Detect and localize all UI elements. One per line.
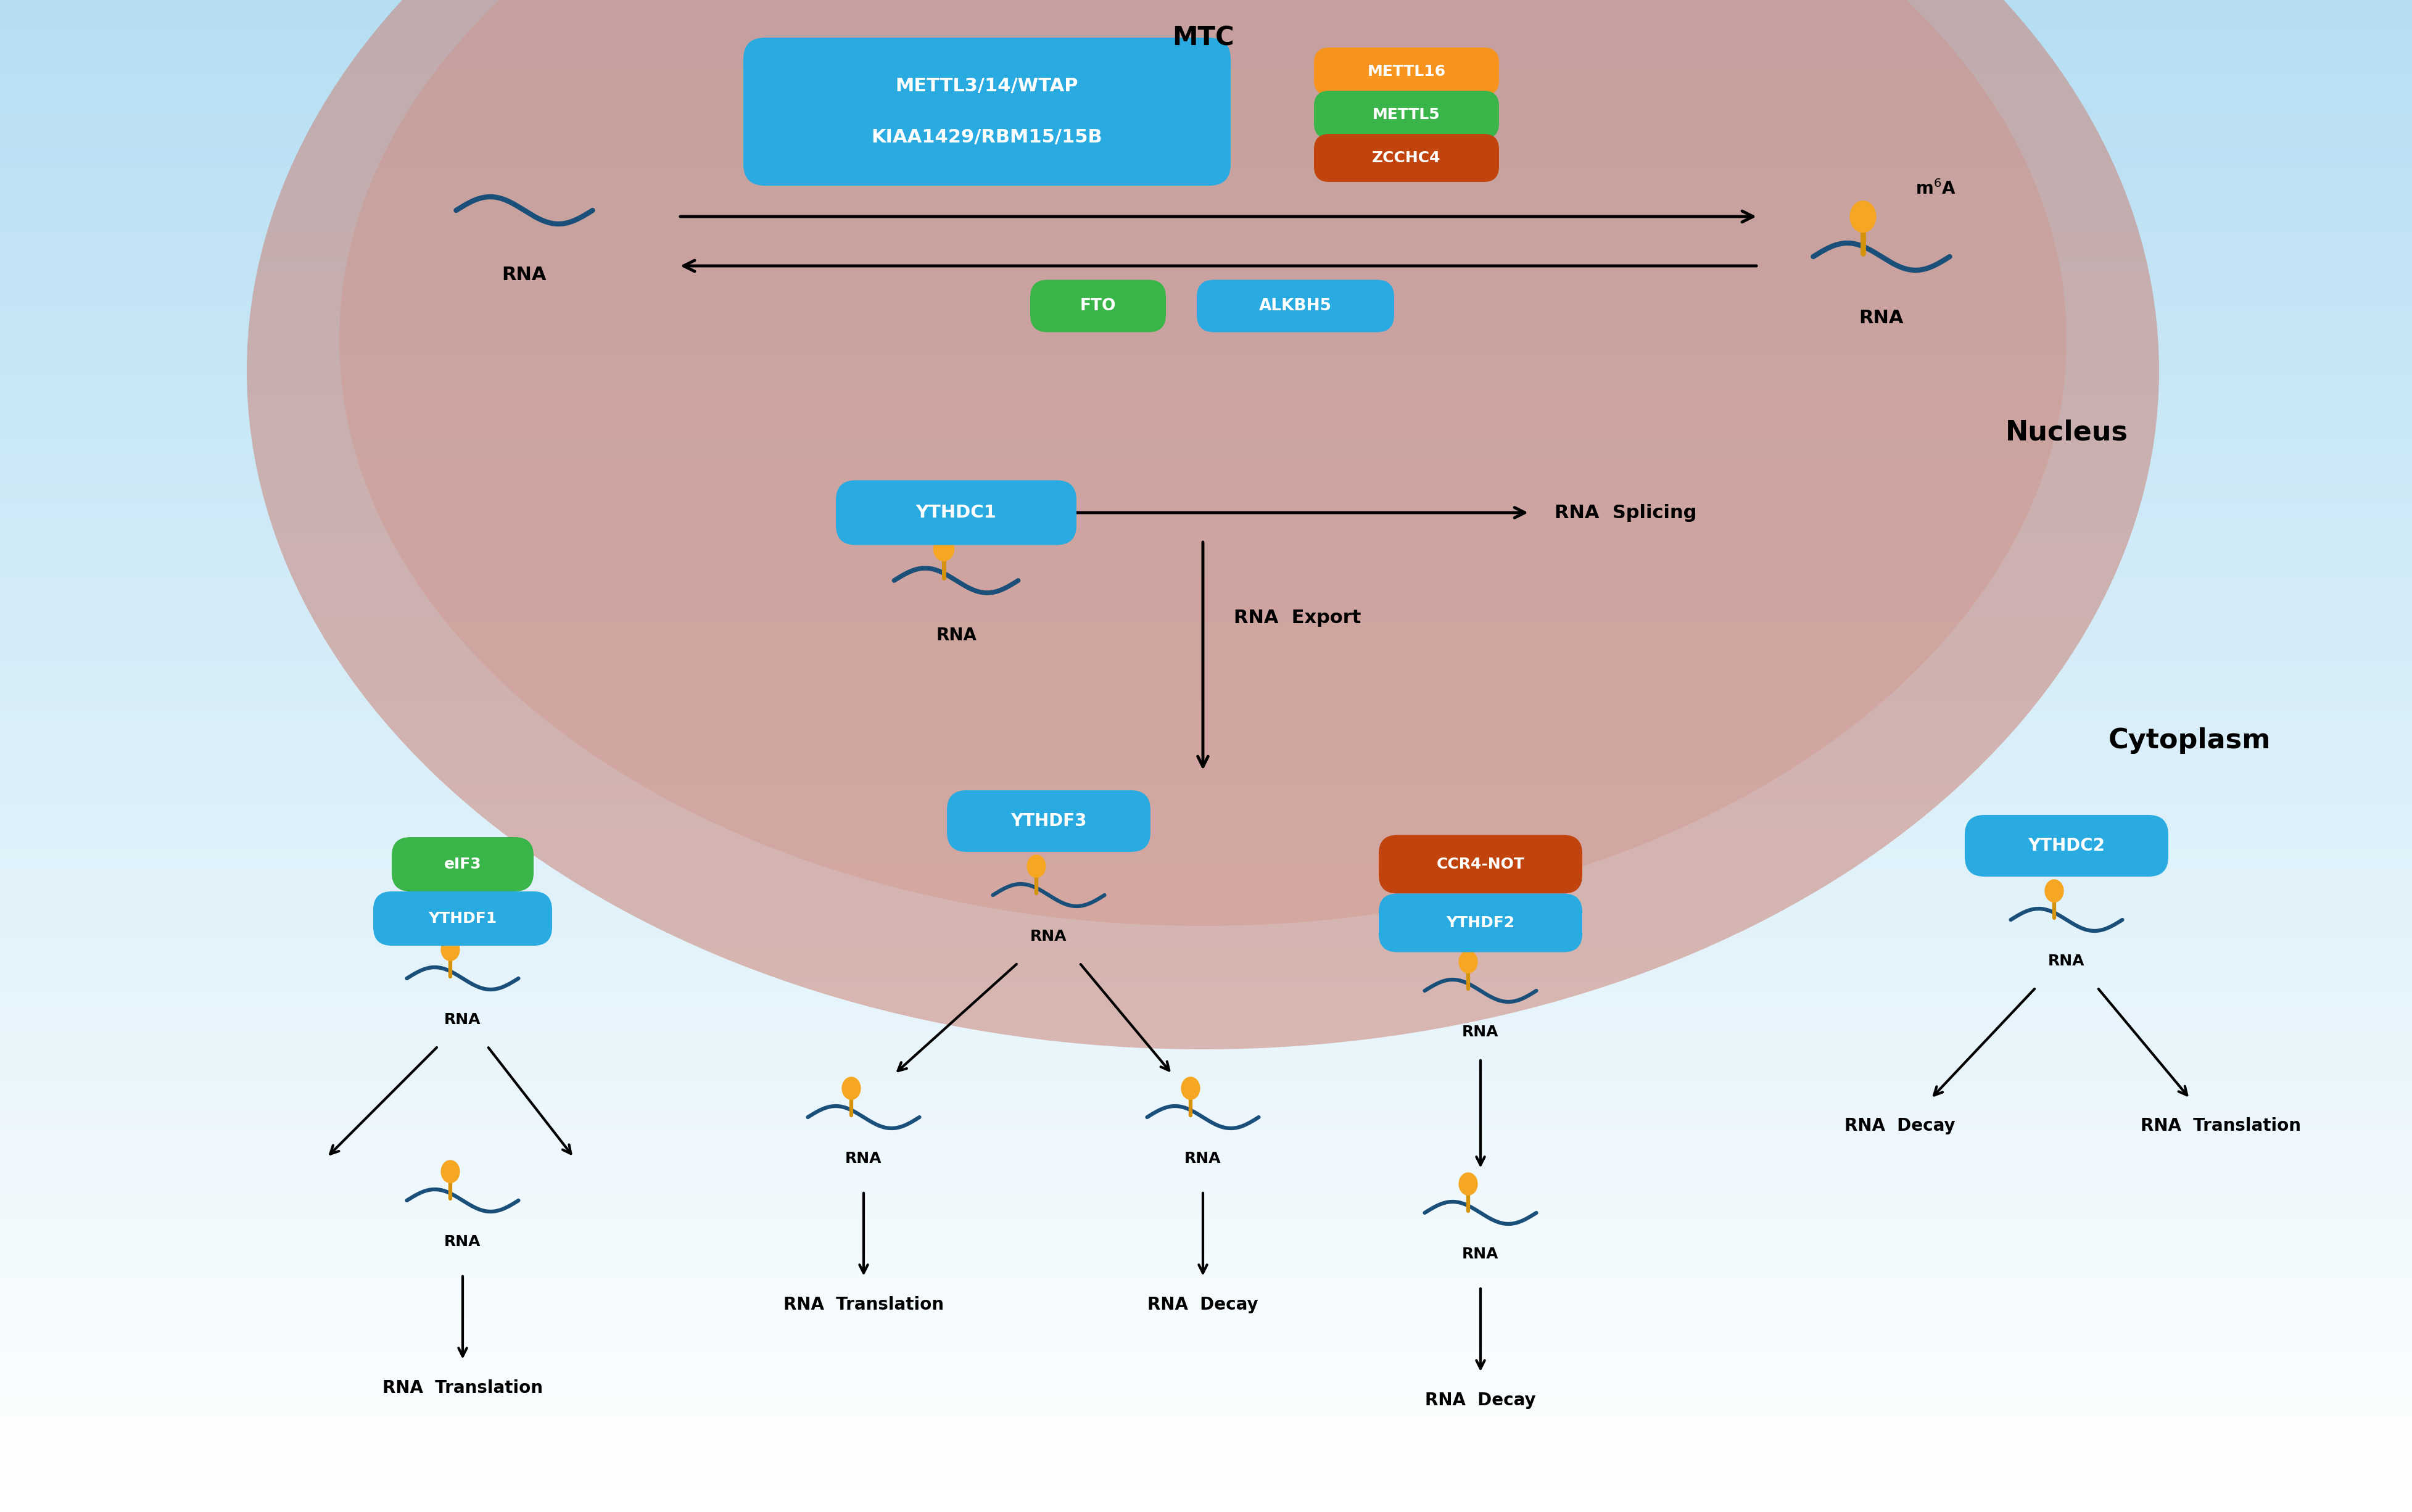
Text: RNA  Splicing: RNA Splicing <box>1556 503 1696 522</box>
Ellipse shape <box>1850 201 1877 233</box>
Ellipse shape <box>246 0 2159 1049</box>
Text: eIF3: eIF3 <box>444 857 482 871</box>
Text: CCR4-NOT: CCR4-NOT <box>1438 857 1524 871</box>
Text: RNA: RNA <box>1462 1025 1498 1039</box>
Text: RNA  Translation: RNA Translation <box>784 1296 943 1314</box>
FancyBboxPatch shape <box>1380 894 1582 953</box>
Text: RNA: RNA <box>936 627 977 644</box>
FancyBboxPatch shape <box>1315 135 1498 181</box>
Text: RNA: RNA <box>502 266 548 284</box>
Text: RNA: RNA <box>444 1013 480 1027</box>
FancyBboxPatch shape <box>1315 91 1498 139</box>
Text: RNA  Translation: RNA Translation <box>384 1379 543 1397</box>
Text: RNA: RNA <box>1462 1247 1498 1261</box>
Ellipse shape <box>441 937 461 962</box>
Text: ALKBH5: ALKBH5 <box>1259 298 1331 314</box>
Text: RNA  Decay: RNA Decay <box>1425 1391 1536 1409</box>
FancyBboxPatch shape <box>948 791 1151 851</box>
FancyBboxPatch shape <box>743 38 1230 186</box>
Text: RNA: RNA <box>1030 928 1066 943</box>
Ellipse shape <box>1459 1172 1479 1196</box>
Ellipse shape <box>340 0 2067 925</box>
Text: Cytoplasm: Cytoplasm <box>2108 727 2272 754</box>
Text: RNA: RNA <box>844 1151 883 1166</box>
Text: ZCCHC4: ZCCHC4 <box>1372 151 1440 165</box>
Text: METTL5: METTL5 <box>1372 107 1440 122</box>
Ellipse shape <box>2045 880 2065 903</box>
Text: RNA: RNA <box>1860 308 1903 327</box>
FancyBboxPatch shape <box>374 892 552 945</box>
Text: RNA: RNA <box>2048 954 2084 969</box>
FancyBboxPatch shape <box>1966 815 2168 877</box>
Ellipse shape <box>1459 950 1479 974</box>
FancyBboxPatch shape <box>837 481 1076 544</box>
FancyBboxPatch shape <box>1030 280 1165 333</box>
Text: RNA: RNA <box>444 1234 480 1249</box>
Text: m$^6$A: m$^6$A <box>1915 180 1956 198</box>
Text: YTHDF2: YTHDF2 <box>1447 915 1515 930</box>
Ellipse shape <box>842 1077 861 1099</box>
Text: RNA: RNA <box>1184 1151 1220 1166</box>
FancyBboxPatch shape <box>1196 280 1394 333</box>
Text: YTHDF1: YTHDF1 <box>429 912 497 925</box>
Ellipse shape <box>1028 854 1047 878</box>
Text: RNA  Translation: RNA Translation <box>2139 1117 2301 1134</box>
FancyBboxPatch shape <box>1380 835 1582 894</box>
Ellipse shape <box>933 535 955 561</box>
Ellipse shape <box>1182 1077 1201 1099</box>
FancyBboxPatch shape <box>391 838 533 892</box>
Text: Nucleus: Nucleus <box>2004 419 2127 446</box>
Text: YTHDC1: YTHDC1 <box>917 503 996 522</box>
Text: YTHDC2: YTHDC2 <box>2028 838 2106 854</box>
Text: METTL16: METTL16 <box>1368 64 1445 79</box>
FancyBboxPatch shape <box>1315 47 1498 95</box>
Text: RNA  Decay: RNA Decay <box>1845 1117 1956 1134</box>
Text: FTO: FTO <box>1081 298 1117 314</box>
Text: RNA  Decay: RNA Decay <box>1148 1296 1259 1314</box>
Ellipse shape <box>441 1160 461 1184</box>
Text: RNA  Export: RNA Export <box>1235 608 1360 626</box>
Text: METTL3/14/WTAP: METTL3/14/WTAP <box>895 77 1078 95</box>
Text: YTHDF3: YTHDF3 <box>1011 812 1088 830</box>
Text: KIAA1429/RBM15/15B: KIAA1429/RBM15/15B <box>871 129 1102 147</box>
Text: MTC: MTC <box>1172 24 1235 50</box>
